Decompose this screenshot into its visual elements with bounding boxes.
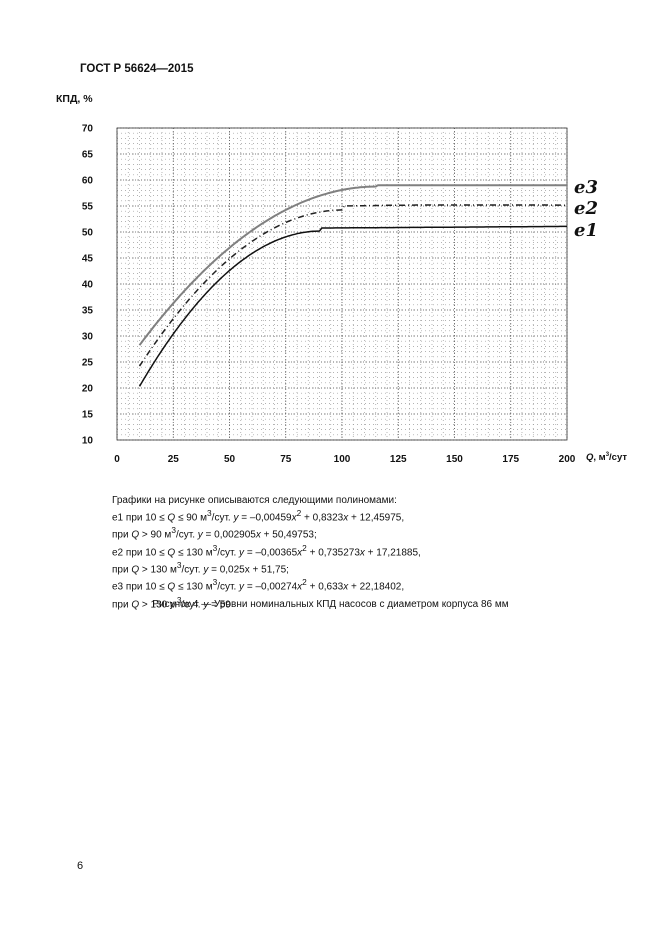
series-line-e3 (138, 184, 567, 346)
plot-frame (116, 127, 568, 441)
x-tick-label: 125 (390, 454, 407, 465)
y-tick-label: 35 (82, 306, 94, 317)
curve-label-e3: e3 (574, 177, 598, 198)
page-number: 6 (77, 860, 84, 872)
x-tick-label: 150 (446, 454, 463, 465)
y-tick-label: 45 (82, 254, 94, 265)
x-axis-title: Q, м3/сут (586, 452, 628, 464)
y-tick-label: 65 (82, 150, 94, 161)
x-tick-label: 75 (280, 454, 292, 465)
note-e3-lower: e3 при 10 ≤ Q ≤ 130 м3/сут. y = –0,00274… (112, 577, 405, 593)
figure-caption: Рисунок 4 — Уровни номинальных КПД насос… (152, 599, 509, 610)
y-tick-label: 70 (82, 124, 94, 135)
series-line-e2 (138, 204, 567, 367)
y-tick-label: 60 (82, 176, 94, 187)
note-e2-lower: e2 при 10 ≤ Q ≤ 130 м3/сут. y = –0,00365… (112, 542, 421, 558)
curve-label-e1: e1 (574, 220, 598, 241)
y-tick-label: 30 (82, 332, 94, 343)
note-e1-upper: при Q > 90 м3/сут. y = 0,002905x + 50,49… (112, 525, 317, 541)
document-code: ГОСТ Р 56624—2015 (80, 63, 194, 75)
y-tick-label: 55 (82, 202, 94, 213)
x-tick-label: 50 (224, 454, 236, 465)
polynomial-notes: Графики на рисунке описываются следующим… (112, 494, 612, 611)
y-axis-title: КПД, % (56, 93, 93, 105)
y-tick-label: 50 (82, 228, 94, 239)
note-e3-upper: при Q > 130 м3/сут. y = 59 (112, 594, 231, 610)
note-e2-upper: при Q > 130 м3/сут. y = 0,025x + 51,75; (112, 559, 289, 576)
y-tick-label: 10 (82, 436, 94, 447)
x-tick-label: 25 (168, 454, 180, 465)
x-tick-label: 100 (334, 454, 351, 465)
note-intro: Графики на рисунке описываются следующим… (112, 495, 397, 506)
y-tick-label: 40 (82, 280, 94, 291)
y-tick-label: 15 (82, 410, 94, 421)
x-tick-label: 175 (502, 454, 519, 465)
y-tick-label: 20 (82, 384, 94, 395)
x-tick-label: 0 (114, 454, 120, 465)
x-tick-label: 200 (559, 454, 576, 465)
efficiency-chart: 0 25 50 75 100 125 150 175 200 10 15 20 25 30 35 40 45 50… (82, 124, 598, 466)
y-tick-label: 25 (82, 358, 94, 369)
curve-label-e2: e2 (574, 198, 598, 219)
series-line-e1 (138, 225, 567, 387)
note-e1-lower: e1 при 10 ≤ Q ≤ 90 м3/сут. y = –0,00459x… (112, 508, 405, 524)
